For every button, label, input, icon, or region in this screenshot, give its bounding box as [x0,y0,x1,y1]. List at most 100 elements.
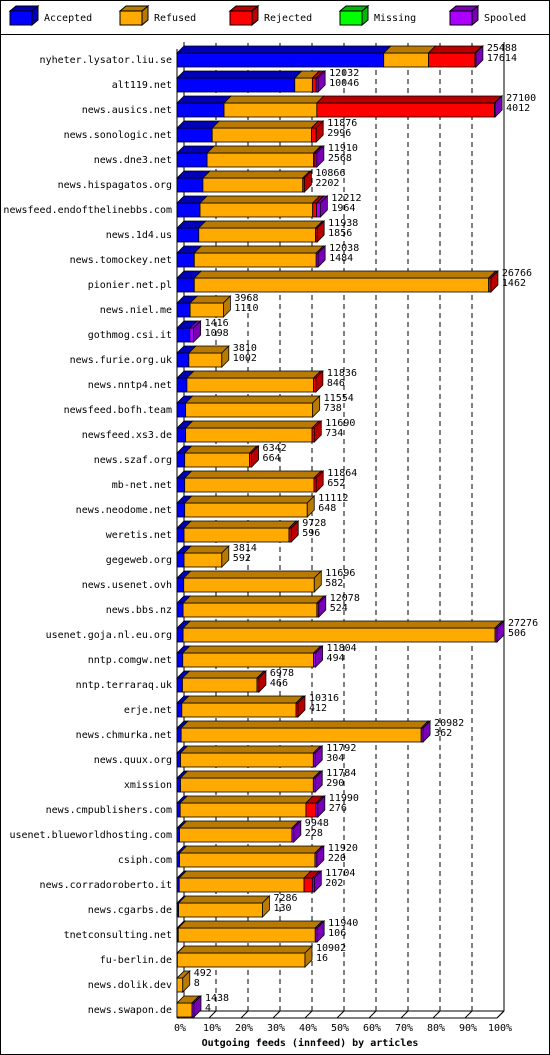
total-label: 27100 [506,93,536,104]
bar-segment [383,52,429,68]
total-label: 9728 [302,518,326,529]
bar-segment-top [181,645,322,654]
bar-segment-top [183,495,316,504]
y-tick-label: csiph.com [118,855,172,866]
accepted-label: 220 [328,853,346,864]
bar-segment [176,102,225,118]
accepted-label: 412 [309,703,327,714]
bar-segment [176,177,204,193]
bar-segment [185,402,314,418]
accepted-label: 4012 [506,103,530,114]
y-tick-label: tnetconsulting.net [64,930,172,941]
bar-segment [176,227,200,243]
y-tick-label: news.chmurka.net [76,730,172,741]
y-tick-label: news.hispagatos.org [58,180,172,191]
bar-side [293,820,302,843]
total-label: 11690 [325,418,355,429]
y-tick-label: weretis.net [106,530,172,541]
y-tick-label: newsfeed.xs3.de [82,430,172,441]
legend-label: Refused [154,13,196,24]
total-label: 27276 [508,618,538,629]
total-label: 12032 [329,68,359,79]
y-tick-label: xmission [124,780,172,791]
accepted-label: 304 [326,753,344,764]
y-tick-label: news.usenet.ovh [82,580,172,591]
y-tick-label: news.szaf.org [94,455,172,466]
bar-segment [311,77,317,93]
total-label: 3814 [233,543,257,554]
bar-segment-top [182,595,325,604]
y-tick-label: mb-net.net [112,480,172,491]
total-label: 1416 [205,318,229,329]
legend-swatch-top [338,5,370,12]
y-tick-label: news.niel.me [100,305,172,316]
bar-segment-top [178,820,300,829]
bar-segment [428,52,476,68]
accepted-label: 1856 [328,228,352,239]
bar-side [490,270,499,293]
y-tick-label: news.cmpublishers.com [46,805,172,816]
bar-segment [176,627,184,643]
bar-segment [176,477,186,493]
bar-side [318,595,327,618]
bar-segment [211,127,312,143]
bar-segment [305,802,317,818]
bar-segment [176,502,186,518]
bar-segment [185,427,313,443]
bar-segment [180,777,314,793]
x-tick-label: 30% [267,1023,285,1034]
bar-segment [176,327,191,343]
tick-mark [432,1010,441,1019]
bar-segment-top [193,270,497,279]
bar-segment [176,52,385,68]
y-tick-label: news.sonologic.net [64,130,172,141]
total-label: 1438 [205,993,229,1004]
bar-segment [176,402,187,418]
total-label: 11940 [328,918,358,929]
y-tick-label: usenet.goja.nl.eu.org [46,630,172,641]
bar-segment-top [177,895,271,904]
total-label: 11704 [325,868,355,879]
x-tick-label: 100% [488,1023,512,1034]
bar-segment [179,802,307,818]
bar-segment-top [315,95,503,104]
accepted-label: 362 [434,728,452,739]
accepted-label: 1462 [502,278,526,289]
bar-side [494,95,503,118]
total-label: 11696 [325,568,355,579]
bar-side [317,245,326,268]
bar-side [316,845,325,868]
y-tick-label: erje.net [124,705,172,716]
x-tick-label: 0% [174,1023,186,1034]
bar-segment-top [179,795,314,804]
bar-segment-top [183,545,230,554]
bar-segment [176,527,185,543]
bar-segment [176,552,185,568]
y-tick-label: usenet.blueworldhosting.com [9,830,172,841]
legend-label: Rejected [264,13,312,24]
bar-segment-top [177,920,324,929]
y-tick-label: news.quux.org [94,755,172,766]
bar-segment [176,277,195,293]
bar-segment [310,127,317,143]
bar-segment-top [197,220,324,229]
bar-segment-top [179,770,322,779]
bar-segment [184,477,315,493]
bar-side [297,695,306,718]
bar-side [315,645,323,668]
bar-segment [179,827,293,843]
bar-segment [183,552,223,568]
x-tick-label: 10% [203,1023,221,1034]
bar-segment [176,727,182,743]
total-label: 492 [194,968,212,979]
accepted-label: 130 [273,903,291,914]
y-tick-label: news.dne3.net [94,155,172,166]
bar-segment [182,652,315,668]
accepted-label: 846 [327,378,345,389]
total-label: 10316 [309,693,339,704]
bar-segment [189,302,224,318]
bar-side [304,945,313,968]
bar-segment-top [211,120,320,129]
legend-label: Accepted [44,13,92,24]
